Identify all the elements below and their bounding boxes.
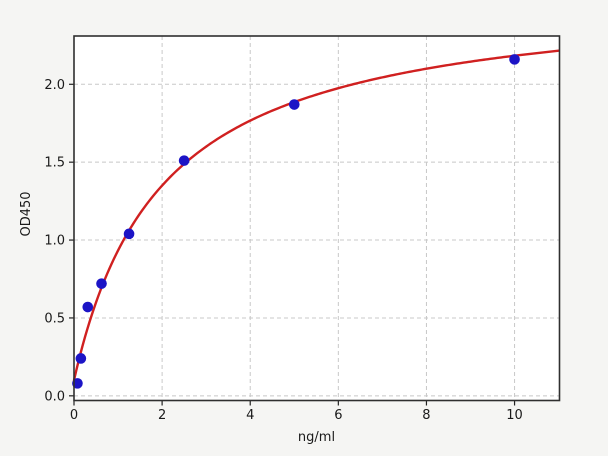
plot-frame <box>73 35 561 402</box>
data-point <box>82 301 94 313</box>
x-tick-label: 0 <box>70 408 78 423</box>
y-tick-label: 0.0 <box>44 389 65 404</box>
plot-area <box>74 36 560 401</box>
fitted-curve-layer <box>72 49 560 382</box>
x-tick-label: 6 <box>334 408 342 423</box>
y-tick-label: 1.5 <box>44 156 65 171</box>
y-axis-label: OD450 <box>19 191 34 236</box>
x-axis-label: ng/ml <box>298 430 335 445</box>
x-tick-label: 10 <box>506 408 523 423</box>
gridlines <box>73 36 560 401</box>
fitted-curve <box>72 49 560 382</box>
y-tick-label: 1.0 <box>44 234 65 249</box>
data-points-layer <box>72 54 520 389</box>
data-point <box>75 353 87 364</box>
axis-ticks-layer: 0 2 4 6 8 10 0.0 0.5 1.0 1.5 2.0 <box>44 78 523 423</box>
y-tick-label: 0.5 <box>44 311 65 326</box>
x-tick-label: 4 <box>246 408 254 423</box>
x-tick-label: 8 <box>422 408 430 423</box>
data-point <box>509 54 520 65</box>
data-point <box>178 155 190 166</box>
data-point <box>96 278 107 289</box>
y-tick-label: 2.0 <box>44 78 65 93</box>
x-tick-label: 2 <box>158 408 166 423</box>
data-point <box>123 228 135 240</box>
data-point <box>288 99 300 110</box>
